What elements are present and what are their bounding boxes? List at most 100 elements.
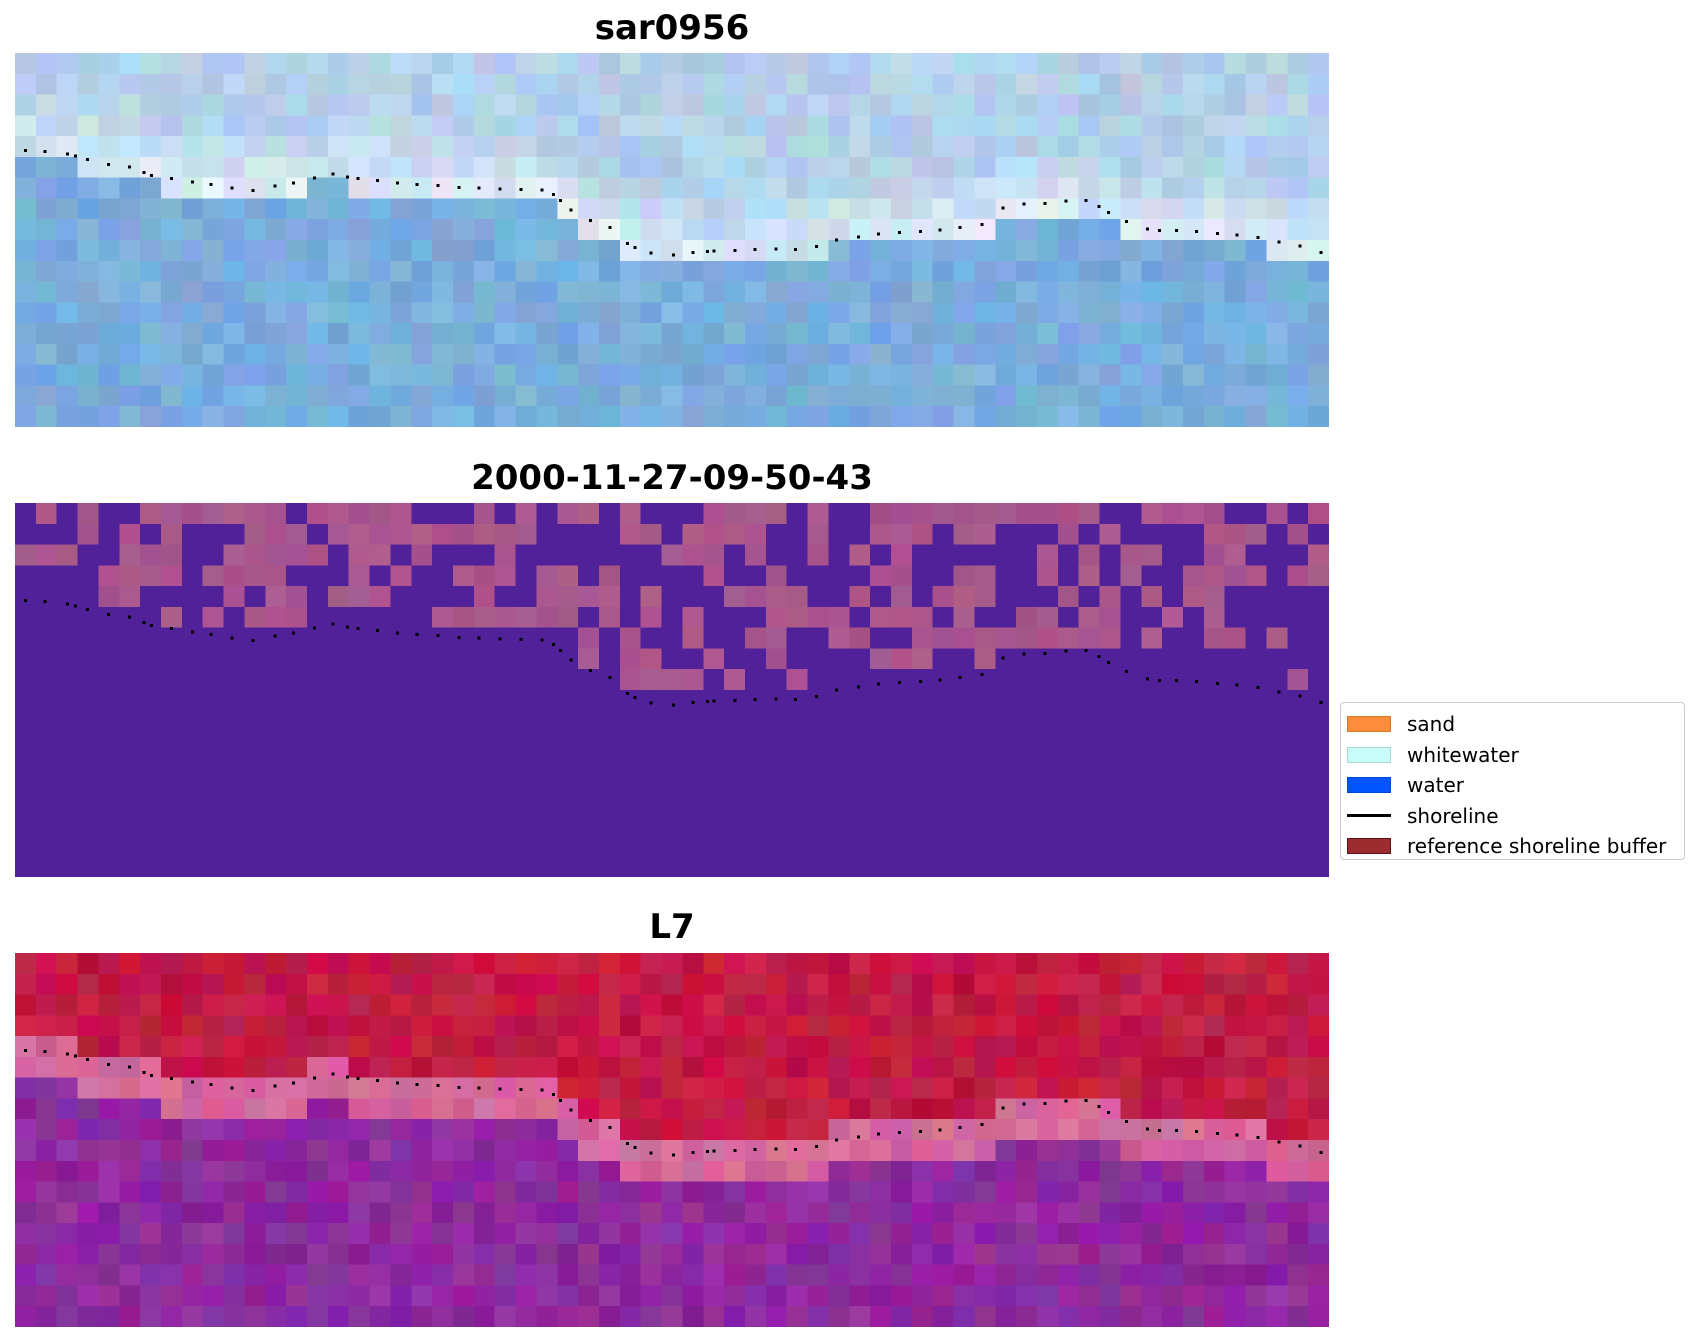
pixel [98, 586, 120, 608]
pixel [557, 1119, 579, 1141]
pixel [1203, 1285, 1226, 1307]
pixel [1245, 503, 1268, 525]
pixel [1266, 323, 1288, 345]
pixel [223, 586, 246, 608]
pixel [995, 385, 1017, 407]
pixel [786, 1119, 809, 1141]
pixel [599, 156, 621, 179]
pixel [849, 406, 871, 427]
pixel [77, 1140, 100, 1162]
pixel [1141, 156, 1163, 179]
pixel [390, 1015, 412, 1037]
pixel [807, 1015, 830, 1037]
pixel [995, 343, 1017, 366]
pixel [1016, 1181, 1038, 1203]
pixel [1245, 406, 1268, 427]
pixel [932, 406, 955, 427]
pixel [786, 177, 809, 200]
pixel [682, 1036, 704, 1058]
pixel [1141, 198, 1163, 220]
pixel [35, 1264, 58, 1287]
pixel [56, 648, 79, 670]
pixel [1245, 1243, 1268, 1266]
pixel [265, 323, 287, 345]
pixel [1141, 503, 1163, 525]
pixel [557, 1285, 579, 1307]
shoreline-point [980, 223, 984, 227]
pixel [265, 1223, 287, 1245]
pixel [682, 364, 704, 387]
pixel [1266, 302, 1288, 324]
pixel [119, 1015, 141, 1037]
pixel [1287, 1285, 1309, 1307]
pixel [140, 1264, 162, 1287]
pixel [1245, 323, 1268, 345]
pixel [1037, 1036, 1059, 1058]
pixel [265, 523, 287, 546]
pixel [786, 1223, 809, 1245]
pixel [202, 323, 225, 345]
pixel [1224, 94, 1247, 116]
pixel [181, 773, 204, 795]
pixel [432, 53, 454, 75]
pixel [140, 793, 162, 816]
pixel [953, 994, 976, 1016]
shoreline-point [1146, 1127, 1150, 1131]
pixel [411, 544, 433, 566]
pixel [1266, 731, 1288, 753]
pixel [870, 219, 892, 241]
pixel [1078, 1098, 1101, 1120]
pixel [1037, 343, 1059, 366]
pixel [1141, 219, 1163, 241]
pixel [724, 1036, 746, 1058]
pixel [473, 1056, 496, 1079]
shoreline-point [190, 630, 194, 634]
pixel [1016, 177, 1038, 200]
pixel [77, 156, 100, 179]
pixel [578, 406, 600, 427]
pixel [327, 731, 350, 753]
pixel [953, 690, 976, 712]
pixel [161, 53, 183, 75]
pixel [515, 1015, 538, 1037]
pixel [974, 648, 996, 670]
pixel [98, 1015, 120, 1037]
pixel [265, 94, 287, 116]
pixel [265, 177, 287, 200]
pixel [1162, 773, 1184, 795]
pixel [411, 586, 433, 608]
pixel [1224, 177, 1247, 200]
pixel [870, 793, 892, 816]
pixel [1016, 994, 1038, 1016]
pixel [828, 1119, 850, 1141]
pixel [1308, 1036, 1329, 1058]
pixel [724, 1056, 746, 1079]
pixel [995, 219, 1017, 241]
pixel [619, 1077, 642, 1100]
pixel [244, 856, 266, 877]
pixel [640, 953, 663, 975]
pixel [453, 260, 475, 283]
pixel [181, 240, 204, 262]
pixel [745, 1056, 767, 1079]
pixel [703, 731, 725, 753]
pixel [1203, 53, 1226, 75]
pixel [1141, 1056, 1163, 1079]
pixel [1245, 752, 1268, 774]
pixel [765, 710, 788, 733]
pixel [77, 1243, 100, 1266]
pixel [599, 1202, 621, 1224]
pixel [286, 835, 308, 857]
pixel [515, 814, 538, 837]
pixel [640, 565, 663, 587]
shoreline-point [85, 1058, 89, 1062]
pixel [765, 752, 788, 774]
pixel [390, 302, 412, 324]
shoreline-point [705, 250, 709, 254]
pixel [578, 544, 600, 566]
pixel [119, 323, 141, 345]
pixel [1287, 260, 1309, 283]
pixel [98, 953, 120, 975]
pixel [286, 523, 308, 546]
shoreline-point [1106, 1110, 1110, 1114]
